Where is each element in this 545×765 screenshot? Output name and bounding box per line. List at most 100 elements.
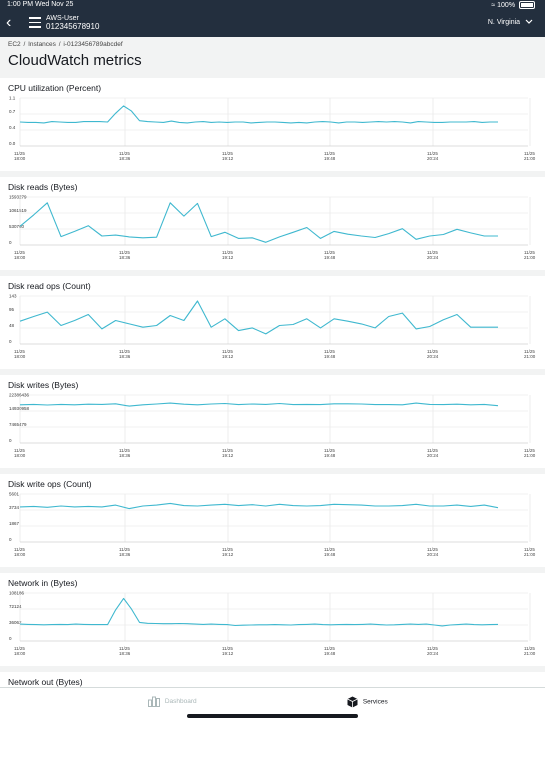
home-indicator — [187, 714, 358, 718]
x-tick-label: 11/25 19:48 — [324, 250, 336, 260]
metric-title: CPU utilization (Percent) — [8, 83, 102, 93]
x-tick-label: 11/25 21:00 — [524, 448, 536, 458]
y-tick-label: 7465479 — [9, 422, 27, 427]
x-tick-label: 11/25 21:00 — [524, 349, 536, 359]
account-id: 012345678910 — [46, 22, 100, 31]
x-tick-label: 11/25 19:12 — [222, 151, 234, 161]
metric-title: Disk reads (Bytes) — [8, 182, 78, 192]
x-tick-label: 11/25 19:48 — [324, 448, 336, 458]
tab-dashboard[interactable]: Dashboard — [148, 696, 197, 707]
y-tick-label: 0.4 — [9, 125, 16, 130]
services-cube-icon — [347, 696, 358, 708]
wifi-icon: ≈ — [491, 1, 496, 9]
tab-services-label: Services — [362, 698, 388, 706]
x-tick-label: 11/25 20:24 — [427, 646, 439, 656]
chevron-left-icon: ‹ — [6, 14, 12, 31]
x-tick-label: 11/25 20:24 — [427, 151, 439, 161]
status-time-date: 1:00 PM Wed Nov 25 — [7, 1, 74, 8]
series-line — [19, 502, 499, 510]
chevron-down-icon — [525, 19, 533, 25]
x-tick-label: 11/25 18:00 — [14, 646, 26, 656]
y-tick-label: 1867 — [9, 521, 20, 526]
metric-title: Network in (Bytes) — [8, 578, 78, 588]
metric-title: Network out (Bytes) — [8, 677, 83, 687]
x-tick-label: 11/25 18:00 — [14, 151, 26, 161]
x-tick-label: 11/25 19:48 — [324, 151, 336, 161]
metric-card[interactable]: Disk writes (Bytes) 22386436 14930958 74654… — [0, 375, 545, 468]
metric-title: Disk write ops (Count) — [8, 479, 92, 489]
x-tick-label: 11/25 18:36 — [119, 151, 131, 161]
x-tick-label: 11/25 18:00 — [14, 448, 26, 458]
x-tick-label: 11/25 21:00 — [524, 151, 536, 161]
breadcrumb-instances[interactable]: Instances — [28, 41, 56, 48]
y-tick-label: 143 — [9, 294, 17, 299]
top-nav-bar: ‹ AWS-User 012345678910 N. Virginia — [0, 11, 545, 37]
y-tick-label: 5601 — [9, 492, 20, 497]
y-tick-label: 530760 — [9, 224, 25, 229]
metric-chart: 22386436 14930958 7465479 011/25 18:00 11/25 1… — [9, 393, 536, 459]
x-tick-label: 11/25 21:00 — [524, 646, 536, 656]
metric-chart: 143 95 48 011/25 18:00 11/25 18:36 11/25 19:12 11… — [9, 294, 536, 360]
x-tick-label: 11/25 18:36 — [119, 547, 131, 557]
dashboard-icon — [148, 696, 160, 707]
x-tick-label: 11/25 20:24 — [427, 250, 439, 260]
x-tick-label: 11/25 18:36 — [119, 646, 131, 656]
y-tick-label: 108186 — [9, 591, 25, 596]
breadcrumb-instance-id: i-0123456789abcdef — [63, 41, 123, 48]
metric-title: Disk read ops (Count) — [8, 281, 91, 291]
hamburger-menu-icon[interactable] — [29, 17, 41, 28]
y-tick-label: 95 — [9, 307, 15, 312]
account-info[interactable]: AWS-User 012345678910 — [46, 15, 99, 31]
x-tick-label: 11/25 19:48 — [324, 646, 336, 656]
series-line — [19, 105, 498, 124]
y-tick-label: 14930958 — [9, 406, 30, 411]
metric-card[interactable]: Disk read ops (Count) 143 95 48 0 11/25 18:00 1… — [0, 276, 545, 369]
x-tick-label: 11/25 21:00 — [524, 547, 536, 557]
x-tick-label: 11/25 19:12 — [222, 250, 234, 260]
metric-card[interactable]: Network in (Bytes) 108186 72124 36062 0 11/25… — [0, 573, 545, 666]
y-tick-label: 0.0 — [9, 141, 16, 146]
tab-dashboard-label: Dashboard — [164, 698, 197, 706]
x-tick-label: 11/25 18:00 — [14, 250, 26, 260]
x-tick-label: 11/25 19:48 — [324, 547, 336, 557]
series-line — [19, 202, 498, 243]
x-tick-label: 11/25 18:36 — [119, 349, 131, 359]
metric-title: Disk writes (Bytes) — [8, 380, 79, 390]
battery-icon — [519, 1, 535, 9]
back-button[interactable]: ‹ — [6, 14, 11, 32]
x-tick-label: 11/25 18:00 — [14, 349, 26, 359]
metric-chart: 108186 72124 36062 011/25 18:00 11/25 18:36 11/… — [9, 591, 536, 657]
x-tick-label: 11/25 21:00 — [524, 250, 536, 260]
y-tick-label: 1061519 — [9, 208, 27, 213]
breadcrumb-separator: / — [23, 41, 26, 48]
y-tick-label: 0 — [9, 438, 12, 443]
y-tick-label: 3734 — [9, 505, 20, 510]
metric-card[interactable]: Disk reads (Bytes) 1593279 1061519 530760 0 1… — [0, 177, 545, 270]
metric-card[interactable]: Disk write ops (Count) 5601 3734 1867 0 11/25… — [0, 474, 545, 567]
status-right: ≈ 100% — [491, 1, 535, 9]
series-line — [19, 597, 499, 627]
x-tick-label: 11/25 20:24 — [427, 349, 439, 359]
region-label: N. Virginia — [487, 19, 521, 26]
y-tick-label: 0 — [9, 636, 12, 641]
y-tick-label: 0.7 — [9, 109, 16, 114]
region-selector[interactable]: N. Virginia — [488, 19, 533, 26]
series-line — [19, 300, 498, 335]
metric-chart: 1.1 0.7 0.4 0.0 11/25 18:00 11/25 18:36 11/25 19:… — [9, 96, 536, 162]
metric-card[interactable]: CPU utilization (Percent) 1.1 0.7 0.4 0.0 11/… — [0, 78, 545, 171]
x-tick-label: 11/25 18:36 — [119, 448, 131, 458]
y-tick-label: 72124 — [9, 604, 22, 609]
x-tick-label: 11/25 18:00 — [14, 547, 26, 557]
x-tick-label: 11/25 19:12 — [222, 547, 234, 557]
x-tick-label: 11/25 20:24 — [427, 448, 439, 458]
series-line — [19, 402, 499, 407]
y-tick-label: 36062 — [9, 620, 22, 625]
y-tick-label: 0 — [9, 537, 12, 542]
breadcrumb-ec2[interactable]: EC2 — [8, 41, 21, 48]
tab-services[interactable]: Services — [347, 696, 388, 708]
page-title: CloudWatch metrics — [8, 52, 142, 69]
account-name: AWS-User — [46, 15, 79, 22]
y-tick-label: 48 — [9, 323, 15, 328]
y-tick-label: 22386436 — [9, 393, 30, 398]
metric-chart: 5601 3734 1867 011/25 18:00 11/25 18:36 11/25 19… — [9, 492, 536, 558]
